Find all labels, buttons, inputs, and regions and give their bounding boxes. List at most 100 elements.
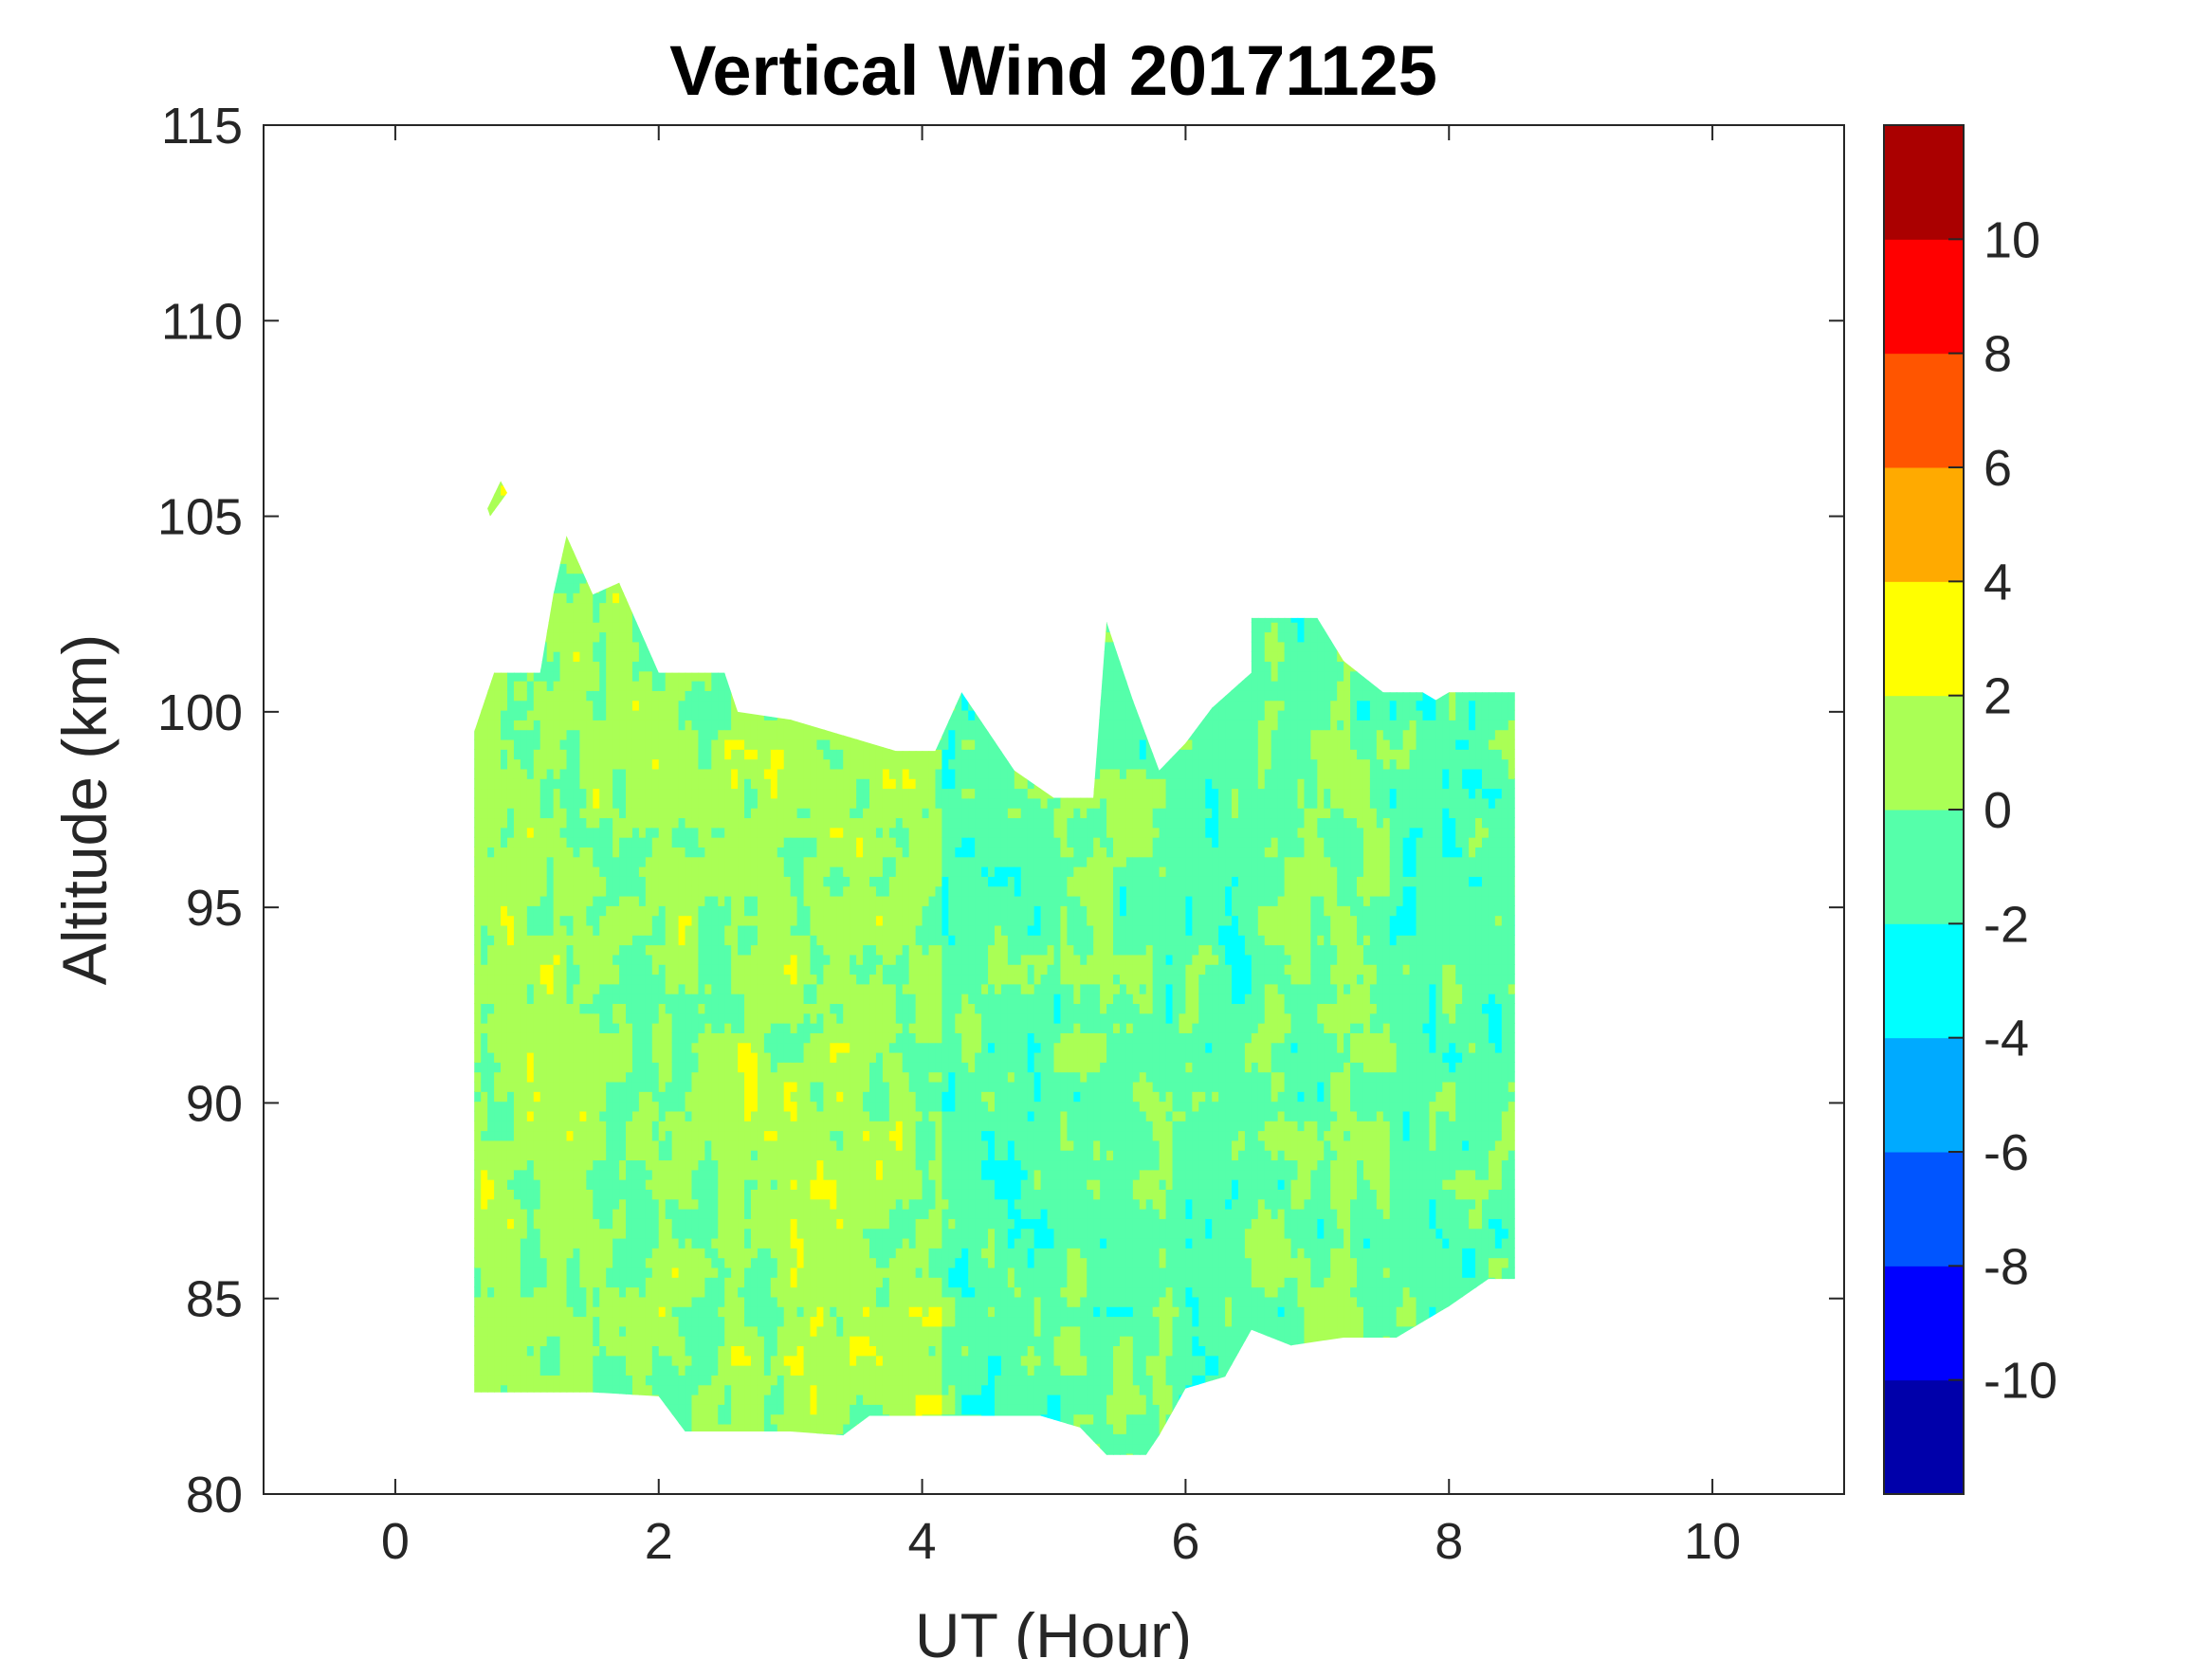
contour-cell [678, 680, 686, 691]
contour-cell [678, 543, 686, 555]
contour-cell [573, 1149, 581, 1161]
contour-cell [612, 680, 620, 691]
contour-cell [579, 465, 587, 476]
contour-cell [757, 573, 765, 584]
contour-cell [474, 1110, 476, 1121]
contour-cell [763, 720, 772, 731]
contour-cell [691, 1325, 700, 1337]
contour-cell [704, 514, 713, 525]
contour-cell [757, 1355, 765, 1366]
contour-cell [744, 1286, 752, 1298]
contour-cell [631, 534, 640, 545]
contour-cell [718, 1071, 726, 1083]
contour-cell [579, 543, 588, 555]
contour-cell [671, 1071, 680, 1083]
contour-cell [678, 481, 686, 486]
contour-cell [546, 1433, 555, 1445]
contour-cell [750, 1130, 759, 1141]
contour-cell [724, 1178, 732, 1190]
contour-cell [533, 641, 541, 652]
contour-cell [631, 661, 640, 672]
contour-cell [513, 777, 521, 790]
contour-cell [487, 523, 495, 535]
contour-cell [573, 1384, 581, 1395]
contour-cell [520, 788, 528, 799]
contour-cell [474, 1237, 483, 1249]
contour-cell [526, 847, 535, 858]
contour-cell [506, 720, 515, 731]
contour-cell [487, 1071, 495, 1083]
contour-cell [671, 1452, 680, 1455]
contour-cell [487, 1355, 495, 1366]
contour-cell [501, 553, 508, 564]
contour-cell [711, 876, 720, 887]
contour-cell [539, 1081, 548, 1092]
contour-cell [783, 700, 792, 711]
contour-cell [738, 1003, 745, 1014]
contour-cell [770, 1335, 778, 1347]
contour-cell [559, 1325, 568, 1337]
contour-cell [579, 1003, 588, 1014]
contour-cell [698, 983, 706, 994]
contour-cell [651, 484, 660, 496]
contour-cell [474, 631, 476, 643]
contour-cell [619, 1316, 627, 1327]
contour-cell [559, 1423, 568, 1434]
contour-cell [671, 866, 680, 877]
contour-cell [651, 1159, 660, 1171]
contour-cell [494, 553, 502, 564]
contour-cell [573, 797, 581, 809]
contour-cell [645, 993, 653, 1005]
contour-cell [651, 1257, 660, 1268]
contour-cell [731, 1228, 739, 1239]
contour-cell [777, 504, 785, 516]
contour-cell [678, 1012, 686, 1024]
contour-cell [487, 983, 495, 994]
contour-cell [593, 670, 601, 682]
contour-cell [559, 1277, 568, 1288]
contour-cell [539, 1012, 548, 1024]
contour-cell [520, 1305, 528, 1318]
contour-cell [599, 807, 607, 819]
contour-cell [546, 641, 555, 652]
contour-cell [718, 1110, 726, 1121]
contour-cell [487, 563, 495, 574]
contour-cell [546, 866, 555, 877]
contour-cell [744, 993, 752, 1005]
contour-cell [658, 1159, 667, 1171]
contour-cell [770, 1452, 778, 1455]
contour-cell [638, 631, 647, 643]
contour-cell [612, 905, 620, 917]
contour-cell [593, 1149, 601, 1161]
contour-cell [678, 866, 686, 877]
contour-cell [638, 817, 647, 829]
contour-cell [573, 1413, 581, 1425]
contour-cell [599, 1208, 607, 1219]
contour-cell [631, 650, 640, 663]
contour-cell [487, 573, 495, 584]
contour-cell [546, 631, 555, 643]
contour-cell [481, 1325, 488, 1337]
contour-cell [481, 1159, 488, 1171]
contour-cell [526, 1071, 535, 1083]
contour-cell [763, 661, 772, 672]
contour-cell [724, 602, 732, 613]
contour-cell [783, 963, 792, 975]
contour-cell [678, 1003, 686, 1014]
contour-cell [533, 847, 541, 858]
contour-cell [731, 1296, 739, 1307]
contour-cell [757, 935, 765, 946]
contour-cell [638, 1375, 647, 1386]
contour-cell [763, 1062, 772, 1073]
contour-cell [494, 807, 502, 819]
contour-cell [612, 563, 620, 574]
contour-cell [586, 1267, 594, 1278]
contour-cell [626, 592, 633, 604]
contour-cell [566, 481, 575, 486]
contour-cell [704, 817, 713, 829]
contour-cell [553, 974, 561, 985]
contour-cell [579, 738, 588, 750]
contour-cell [685, 847, 693, 858]
contour-cell [599, 563, 607, 574]
contour-cell [619, 700, 627, 711]
